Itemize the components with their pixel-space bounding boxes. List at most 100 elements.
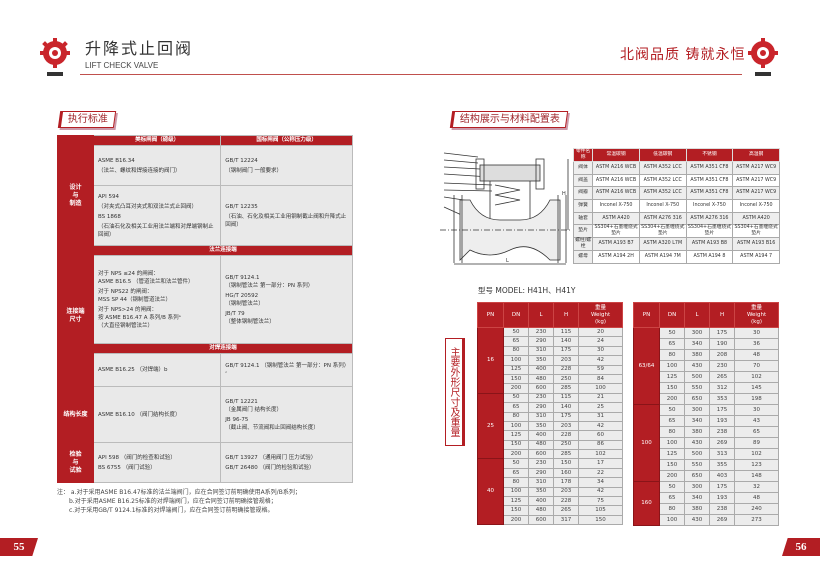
dim-value-cell: 193 [709, 415, 736, 427]
dim-value-cell: 59 [578, 364, 623, 375]
dim-value-cell: 148 [734, 470, 779, 482]
dim-value-cell: 100 [502, 355, 530, 366]
materials-row: 轴套 ASTM A420 ASTM A276 316 ASTM A276 316 AST… [572, 211, 780, 226]
dim-value-cell: 115 [553, 326, 580, 338]
pn-cell: 63/64 [633, 327, 660, 405]
section-tag-text: 结构展示与材料配置表 [459, 114, 560, 125]
dim-value-cell: 203 [553, 355, 580, 366]
dim-value-cell: 60 [578, 430, 623, 441]
dim-value-cell: 150 [502, 505, 530, 516]
materials-row: 弹簧 Inconel X-750 Inconel X-750 Inconel X-75… [572, 199, 780, 213]
material-cell: ASTM A194 2H [592, 250, 640, 265]
dim-value-cell: 203 [553, 420, 580, 432]
material-cell: SS304+石墨缠绕式垫片 [592, 224, 640, 239]
dim-value-cell: 102 [734, 371, 779, 383]
cell-flange-cn: GB/T 9124.1 （钢制管法兰 第一部分：PN 系列） HG/T 20592 （… [220, 255, 353, 344]
dim-value-cell: 175 [553, 345, 580, 357]
dim-value-cell: 230 [528, 326, 555, 338]
dim-value-cell: 228 [553, 496, 580, 507]
dim-row: 100 350 203 42 [478, 486, 623, 498]
material-cell: ASTM A351 CF8 [685, 161, 734, 175]
dim-value-cell: 228 [553, 364, 580, 375]
dim-value-cell: 265 [553, 505, 580, 516]
material-cell: ASTM A276 316 [685, 211, 734, 226]
part-name-cell: 螺柱/螺栓 [572, 237, 594, 252]
dim-value-cell: 80 [658, 349, 686, 361]
dim-value-cell: 230 [709, 360, 736, 372]
cell-weld-us: ASME B16.25 （对焊端）b [92, 353, 222, 387]
dim-value-cell: 30 [734, 327, 779, 339]
materials-header-row: 零件名称 常温碳钢 低温碳钢 不锈钢 高温钢 [572, 148, 780, 162]
materials-header-cell: 不锈钢 [685, 148, 734, 162]
dim-value-cell: 21 [578, 392, 623, 404]
dim-value-cell: 100 [502, 420, 530, 432]
part-name-cell: 垫片 [572, 224, 594, 239]
dim-value-cell: 32 [734, 481, 779, 493]
note-c: c.对于采用GB/T 9124.1标准的对焊端阀门，应在合同签订前明确接管规格。 [69, 507, 274, 514]
material-cell: ASTM A420 [732, 211, 780, 226]
dim-value-cell: 200 [658, 393, 686, 405]
dim-value-cell: 65 [734, 426, 779, 438]
dim-value-cell: 290 [528, 467, 555, 479]
dimension-table-1: PN DN L H 重量 Weight (kg) 16 50 230 115 20 65 290 140… [477, 302, 623, 526]
vertical-banner-dimensions: 主要外形尺寸及重量 [445, 338, 465, 446]
material-cell: SS304+石墨缠绕式垫片 [685, 224, 734, 239]
note-a: 注： a.对于采用ASME B16.47标准的法兰端阀门，应在合同签订前明确使用… [57, 489, 301, 496]
dim-value-cell: 43 [734, 415, 779, 427]
dim-row: 200 600 317 150 [478, 514, 623, 526]
dim-row: 80 380 238 240 [634, 503, 779, 515]
dim-value-cell: 175 [709, 404, 736, 416]
material-cell: ASTM A216 WCB [592, 186, 640, 201]
material-cell: ASTM A352 LCC [638, 186, 687, 201]
part-name-cell: 轴套 [572, 211, 594, 226]
dim-value-cell: 480 [528, 373, 555, 385]
dim-value-cell: 200 [658, 470, 686, 482]
page-number-right: 56 [782, 538, 820, 556]
dim-value-cell: 42 [578, 420, 623, 432]
material-cell: Inconel X-750 [638, 199, 687, 213]
dim-value-cell: 31 [578, 411, 623, 422]
dim-value-cell: 34 [578, 477, 623, 488]
material-cell: ASTM A193 B7 [592, 237, 640, 252]
dim-value-cell: 50 [658, 327, 686, 339]
dim-value-cell: 80 [502, 411, 530, 422]
dim-value-cell: 203 [553, 486, 580, 498]
dim-value-cell: 86 [578, 439, 623, 451]
valve-cross-section-drawing: L H [440, 152, 570, 265]
dim-value-cell: 269 [709, 437, 736, 449]
dim-value-cell: 50 [502, 458, 530, 469]
page-number-left: 55 [0, 538, 38, 556]
dim-value-cell: 30 [578, 345, 623, 357]
bvmc-logo [40, 38, 70, 76]
dim-value-cell: 312 [709, 382, 736, 394]
dim-value-cell: 102 [578, 449, 623, 460]
materials-row: 阀瓣 ASTM A216 WCB ASTM A352 LCC ASTM A351 CF… [572, 186, 780, 201]
standards-block: 美标闸阀（磅级） 国标闸阀（公称压力级） 设计 与 制造 ASME B16.34 （… [57, 135, 353, 515]
dim-value-cell: 150 [553, 458, 580, 469]
dim-value-cell: 350 [528, 420, 555, 432]
dim-row: 125 400 228 59 [478, 364, 623, 375]
dim-row: 25 50 230 115 21 [477, 392, 623, 460]
dim-value-cell: 36 [734, 338, 779, 350]
dim-value-cell: 350 [528, 355, 555, 366]
materials-row: 螺母 ASTM A194 2H ASTM A194 7M ASTM A194 8 AST… [572, 250, 780, 265]
dim-row: 40 50 230 150 17 [477, 458, 623, 526]
dim-value-cell: 84 [578, 373, 623, 385]
dim-value-cell: 24 [578, 336, 623, 347]
dim-value-cell: 355 [709, 459, 736, 471]
dim-row: 80 310 178 34 [478, 477, 623, 488]
dim-value-cell: 105 [578, 505, 623, 516]
cell-weld-cn: GB/T 9124.1 （钢制管法兰 第一部分：PN 系列）ᶜ [220, 353, 353, 387]
dim-value-cell: 200 [502, 383, 530, 394]
material-cell: ASTM A217 WC9 [732, 173, 780, 188]
dim-value-cell: 430 [684, 437, 711, 449]
row-label-test: 检验 与 试验 [57, 442, 94, 483]
cell-design-us2: API 594 （对夹式凸耳对夹式和双法兰式止回阀） BS 1868 （石油石化及相关… [92, 185, 222, 246]
dim-value-cell: 150 [578, 514, 623, 526]
flange-subheader: 法兰连接端 [93, 245, 353, 256]
dim-value-cell: 150 [502, 373, 530, 385]
col-header-us: 美标闸阀（磅级） [92, 135, 222, 146]
dim-value-cell: 65 [502, 467, 530, 479]
dim-value-cell: 125 [658, 448, 686, 460]
row-label-design: 设计 与 制造 [57, 145, 94, 246]
